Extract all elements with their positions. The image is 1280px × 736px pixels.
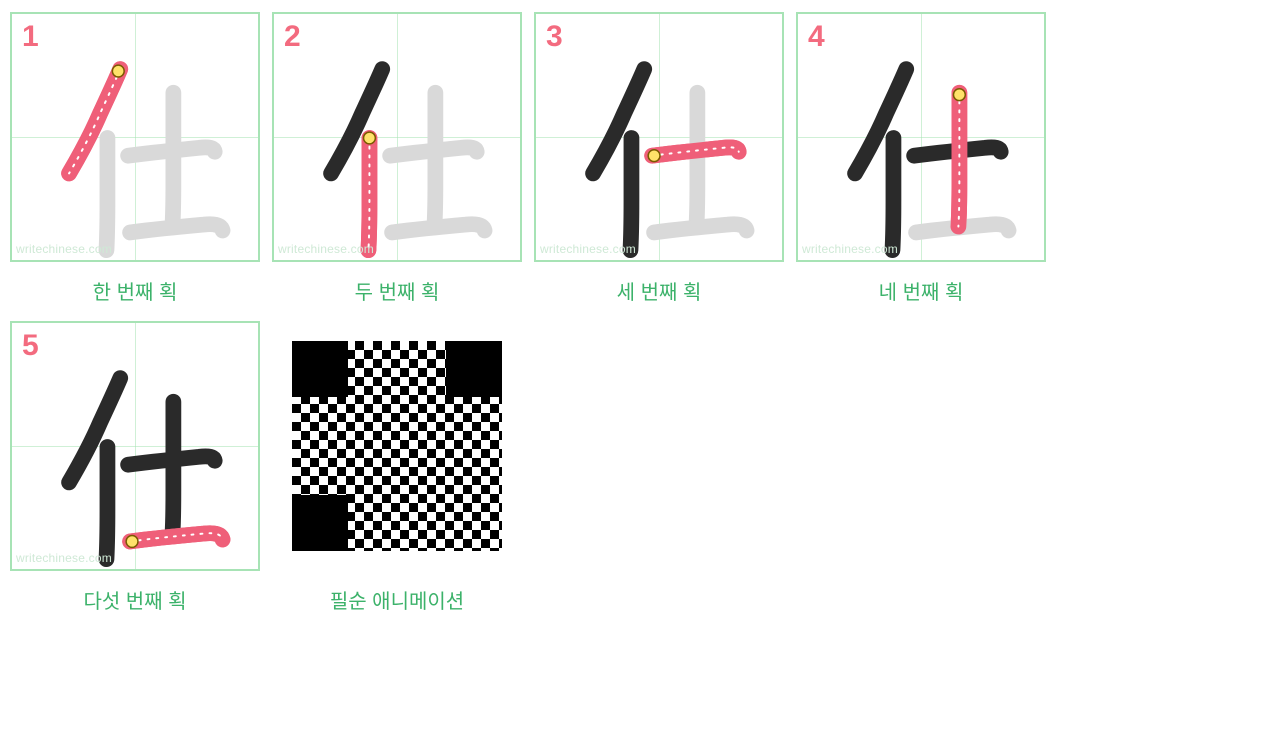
stroke-2 bbox=[892, 138, 893, 250]
step-number: 4 bbox=[808, 20, 825, 54]
stroke-card-4: 4 writechinese.com bbox=[796, 12, 1046, 262]
stroke-card-2: 2 writechinese.com bbox=[272, 12, 522, 262]
watermark: writechinese.com bbox=[802, 242, 898, 256]
step-number: 3 bbox=[546, 20, 563, 54]
stroke-caption-4: 네 번째 획 bbox=[879, 276, 964, 305]
stroke-4 bbox=[434, 93, 435, 227]
glyph-svg bbox=[536, 14, 782, 260]
stroke-caption-1: 한 번째 획 bbox=[93, 276, 178, 305]
stroke-5 bbox=[130, 224, 222, 232]
stroke-4 bbox=[172, 402, 173, 536]
watermark: writechinese.com bbox=[278, 242, 374, 256]
stroke-card-5: 5 writechinese.com bbox=[10, 321, 260, 571]
qr-card bbox=[272, 321, 522, 571]
stroke-2 bbox=[106, 138, 107, 250]
stroke-4 bbox=[172, 93, 173, 227]
watermark: writechinese.com bbox=[540, 242, 636, 256]
stroke-cell-1: 1 writechinese.com 한 번째 획 bbox=[10, 12, 260, 305]
glyph-svg bbox=[12, 323, 258, 569]
stroke-caption-2: 두 번째 획 bbox=[355, 276, 440, 305]
watermark: writechinese.com bbox=[16, 551, 112, 565]
stroke-4-start-dot bbox=[953, 89, 965, 101]
glyph-svg bbox=[12, 14, 258, 260]
stroke-caption-5: 다섯 번째 획 bbox=[83, 585, 186, 614]
stroke-cell-3: 3 writechinese.com 세 번째 획 bbox=[534, 12, 784, 305]
stroke-order-grid: 1 writechinese.com 한 번째 획 2 writechinese.com… bbox=[4, 8, 1276, 626]
stroke-card-3: 3 writechinese.com bbox=[534, 12, 784, 262]
glyph-svg bbox=[274, 14, 520, 260]
stroke-cell-4: 4 writechinese.com 네 번째 획 bbox=[796, 12, 1046, 305]
stroke-5-active bbox=[130, 533, 222, 541]
stroke-4 bbox=[696, 93, 697, 227]
step-number: 1 bbox=[22, 20, 39, 54]
stroke-3-start-dot bbox=[648, 150, 660, 162]
step-number: 5 bbox=[22, 329, 39, 363]
stroke-cell-2: 2 writechinese.com 두 번째 획 bbox=[272, 12, 522, 305]
stroke-5 bbox=[654, 224, 746, 232]
step-number: 2 bbox=[284, 20, 301, 54]
stroke-2 bbox=[630, 138, 631, 250]
stroke-cell-5: 5 writechinese.com 다섯 번째 획 bbox=[10, 321, 260, 614]
stroke-card-1: 1 writechinese.com bbox=[10, 12, 260, 262]
stroke-2-start-dot bbox=[364, 132, 376, 144]
stroke-2 bbox=[106, 447, 107, 559]
glyph-svg bbox=[798, 14, 1044, 260]
stroke-5-start-dot bbox=[126, 536, 138, 548]
stroke-5 bbox=[392, 224, 484, 232]
stroke-1-start-dot bbox=[112, 65, 124, 77]
qr-caption: 필순 애니메이션 bbox=[330, 585, 464, 614]
qr-cell: 필순 애니메이션 bbox=[272, 321, 522, 614]
qr-code bbox=[272, 321, 522, 571]
watermark: writechinese.com bbox=[16, 242, 112, 256]
stroke-caption-3: 세 번째 획 bbox=[617, 276, 702, 305]
qr-code-image bbox=[292, 341, 502, 551]
